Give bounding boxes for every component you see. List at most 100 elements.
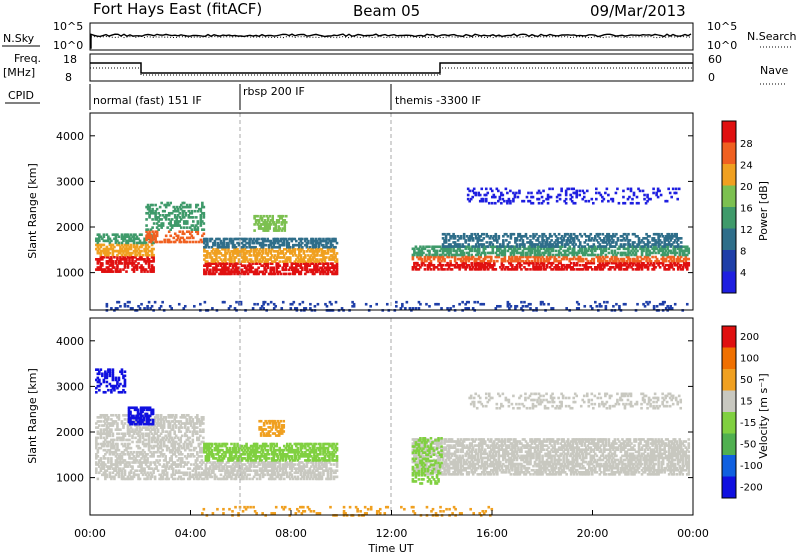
echo-cell [137, 262, 140, 265]
echo-cell [186, 241, 189, 244]
echo-cell [612, 239, 615, 242]
echo-cell [336, 242, 339, 245]
echo-cell [289, 256, 292, 259]
echo-cell [287, 242, 290, 245]
echo-cell [162, 222, 165, 225]
echo-cell [196, 451, 199, 454]
echo-cell [511, 264, 514, 267]
echo-cell [617, 237, 620, 240]
echo-cell [550, 196, 553, 199]
echo-cell [204, 301, 207, 304]
nave-label: Nave [760, 64, 788, 77]
echo-cell [202, 428, 205, 431]
echo-cell [525, 233, 528, 236]
echo-cell [505, 239, 508, 242]
echo-cell [624, 243, 627, 246]
echo-cell [508, 241, 511, 244]
echo-cell [136, 469, 139, 472]
colorbar-swatch [722, 272, 736, 294]
cpid-seg-2: rbsp 200 IF [243, 85, 305, 98]
echo-cell [630, 188, 633, 191]
echo-cell [303, 250, 306, 253]
echo-cell [113, 256, 116, 259]
echo-cell [353, 303, 356, 306]
echo-cell [561, 245, 564, 248]
echo-cell [468, 190, 471, 193]
echo-cell [479, 194, 482, 197]
echo-cell [494, 202, 497, 205]
echo-cell [164, 455, 167, 458]
echo-cell [649, 198, 652, 201]
echo-cell [386, 303, 389, 306]
echo-cell [109, 471, 112, 474]
colorbar-tick-label: 4 [740, 268, 746, 279]
echo-cell [154, 301, 157, 304]
echo-cell [97, 478, 100, 481]
echo-cell [163, 239, 166, 242]
echo-cell [124, 443, 127, 446]
echo-cell [538, 202, 541, 205]
colorbar-swatch [722, 186, 736, 208]
echo-cell [458, 243, 461, 246]
echo-cell [195, 241, 198, 244]
echo-cell [535, 233, 538, 236]
echo-cell [301, 238, 304, 241]
echo-cell [603, 301, 606, 304]
echo-cell [585, 239, 588, 242]
echo-cell [406, 301, 409, 304]
echo-cell [251, 260, 254, 263]
echo-cell [183, 226, 186, 229]
echo-cell [576, 235, 579, 238]
echo-cell [547, 202, 550, 205]
echo-cell [570, 233, 573, 236]
echo-cell [574, 202, 577, 205]
echo-cell [565, 202, 568, 205]
echo-cell [583, 192, 586, 195]
echo-cell [301, 266, 304, 269]
echo-cell [575, 190, 578, 193]
echo-cell [142, 254, 145, 257]
echo-cell [464, 239, 467, 242]
echo-cell [146, 457, 149, 460]
echo-cell [131, 307, 134, 310]
echo-cell [491, 190, 494, 193]
echo-cell [183, 202, 186, 205]
echo-cell [482, 198, 485, 201]
echo-cell [573, 268, 576, 271]
echo-cell [622, 196, 625, 199]
echo-cell [113, 246, 116, 249]
echo-cell [523, 200, 526, 203]
nave-tick-bottom: 0 [708, 71, 715, 84]
station-title: Fort Hays East (fitACF) [93, 0, 262, 18]
echo-cell [118, 414, 121, 417]
echo-cell [149, 461, 152, 464]
echo-cell [169, 202, 172, 205]
echo-cell [190, 449, 193, 452]
echo-cell [538, 198, 541, 201]
echo-cell [131, 465, 134, 468]
echo-cell [652, 188, 655, 191]
echo-cell [188, 437, 191, 440]
echo-cell [428, 245, 431, 248]
echo-cell [121, 262, 124, 265]
echo-cell [185, 418, 188, 421]
echo-cell [250, 254, 253, 257]
echo-cell [672, 188, 675, 191]
echo-cell [502, 239, 505, 242]
echo-cell [203, 232, 206, 235]
echo-cell [642, 190, 645, 193]
echo-cell [211, 307, 214, 310]
echo-cell [192, 439, 195, 442]
echo-cell [195, 447, 198, 450]
echo-cell [300, 254, 303, 257]
echo-cell [430, 268, 433, 271]
echo-cell [650, 260, 653, 263]
echo-cell [284, 273, 287, 276]
echo-cell [196, 430, 199, 433]
nsky-tick-bottom: 10^0 [53, 39, 83, 52]
echo-cell [179, 430, 182, 433]
echo-cell [294, 248, 297, 251]
echo-cell [278, 264, 281, 267]
